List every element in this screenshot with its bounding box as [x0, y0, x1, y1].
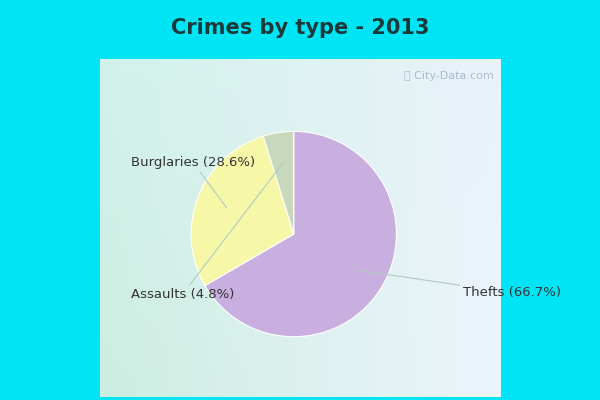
Wedge shape — [191, 136, 294, 286]
Text: Thefts (66.7%): Thefts (66.7%) — [356, 270, 561, 299]
Text: Burglaries (28.6%): Burglaries (28.6%) — [131, 156, 255, 208]
Wedge shape — [263, 132, 294, 234]
Text: Assaults (4.8%): Assaults (4.8%) — [131, 163, 283, 301]
Wedge shape — [205, 132, 397, 337]
Text: Crimes by type - 2013: Crimes by type - 2013 — [171, 18, 429, 38]
Text: ⓘ City-Data.com: ⓘ City-Data.com — [404, 71, 494, 81]
